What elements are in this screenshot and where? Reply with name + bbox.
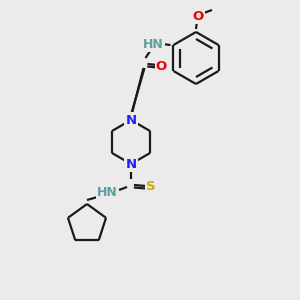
Text: HN: HN	[97, 185, 117, 199]
Text: O: O	[156, 59, 167, 73]
Text: HN: HN	[143, 38, 164, 50]
Text: N: N	[125, 158, 136, 170]
Text: O: O	[192, 10, 204, 22]
Text: N: N	[125, 113, 136, 127]
Text: S: S	[146, 181, 156, 194]
